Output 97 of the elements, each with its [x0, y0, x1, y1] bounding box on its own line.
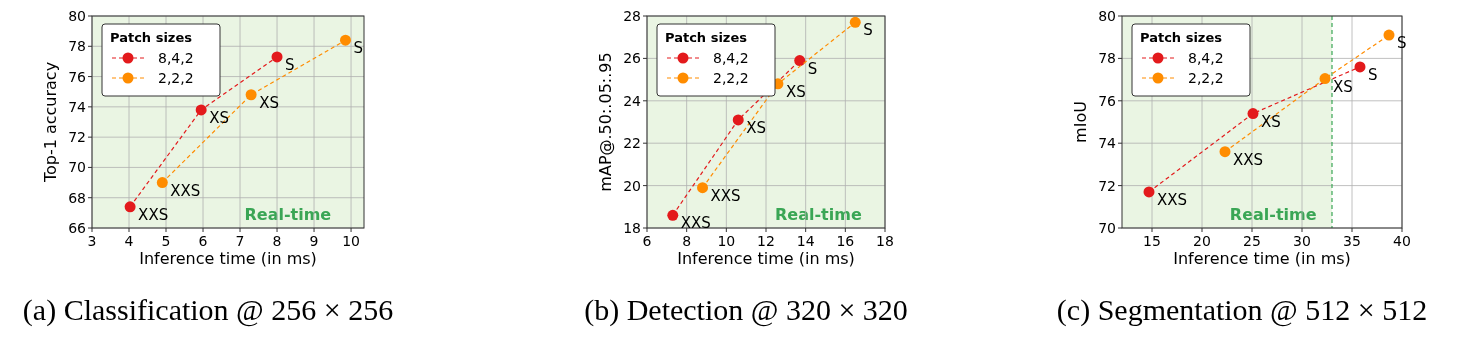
x-axis-title: Inference time (in ms) — [139, 249, 317, 268]
x-tick-label: 18 — [876, 233, 894, 249]
point — [849, 16, 861, 28]
annotation: XXS — [710, 186, 741, 205]
x-tick-label: 15 — [1143, 233, 1161, 249]
annotation: S — [1397, 34, 1407, 53]
y-tick-label: 24 — [623, 92, 642, 109]
point — [732, 114, 744, 126]
point — [340, 34, 351, 46]
annotation: S — [285, 55, 295, 74]
point — [1319, 73, 1331, 85]
y-tick-label: 76 — [1098, 92, 1117, 109]
x-tick-label: 3 — [87, 233, 97, 249]
legend-label: 8,4,2 — [713, 50, 749, 66]
y-tick-label: 20 — [623, 177, 641, 194]
annotation: XXS — [680, 214, 711, 233]
text: (b) Detection @ 320 × 320 — [584, 293, 908, 327]
y-tick-label: 78 — [1098, 50, 1116, 67]
x-tick-label: 6 — [642, 233, 652, 249]
x-tick-label: 8 — [272, 233, 282, 249]
annotation: XXS — [170, 181, 201, 200]
x-tick-label: 10 — [717, 233, 736, 249]
y-tick-label: 22 — [623, 135, 641, 152]
x-tick-label: 8 — [682, 233, 692, 249]
y-tick-label: 80 — [1098, 8, 1116, 24]
x-tick-label: 12 — [757, 233, 775, 249]
x-tick-label: 9 — [309, 233, 319, 249]
x-tick-label: 40 — [1393, 233, 1411, 249]
y-axis-title: Top-1 accuracy — [41, 61, 60, 184]
annotation: S — [807, 59, 818, 78]
y-tick-label: 68 — [68, 189, 86, 206]
y-tick-label: 80 — [68, 8, 86, 24]
y-tick-label: 74 — [1098, 135, 1117, 152]
legend-label: 8,4,2 — [1188, 50, 1224, 66]
annotation: XS — [785, 82, 806, 101]
y-tick-label: 26 — [623, 50, 642, 67]
point — [124, 201, 136, 213]
annotation: S — [353, 39, 364, 58]
y-axis-title: mAP@.50:.05:.95 — [596, 52, 615, 192]
legend-title: Patch sizes — [665, 30, 748, 45]
x-axis-title: Inference time (in ms) — [1173, 249, 1351, 268]
x-tick-label: 14 — [796, 233, 815, 249]
band-label: Real-time — [244, 205, 332, 224]
x-tick-label: 6 — [198, 233, 208, 249]
x-tick-label: 10 — [342, 233, 360, 249]
y-tick-label: 70 — [1098, 220, 1116, 236]
annotation: XS — [209, 108, 229, 127]
point — [697, 182, 709, 194]
x-axis-title: Inference time (in ms) — [677, 249, 855, 268]
annotation: XXS — [1233, 150, 1264, 169]
band-label: Real-time — [1229, 205, 1317, 224]
y-tick-label: 72 — [68, 129, 86, 146]
annotation: XS — [1261, 112, 1281, 131]
point — [1383, 29, 1395, 41]
legend-label: 2,2,2 — [713, 70, 749, 86]
legend-title: Patch sizes — [1140, 30, 1223, 45]
y-tick-label: 74 — [68, 98, 87, 115]
y-tick-label: 28 — [623, 8, 641, 24]
x-tick-label: 5 — [161, 233, 171, 249]
point — [195, 104, 207, 116]
text: (a) Classification @ 256 × 256 — [22, 293, 394, 327]
y-tick-label: 70 — [68, 159, 86, 176]
x-tick-label: 4 — [124, 233, 134, 249]
annotation: S — [1368, 65, 1378, 84]
y-tick-label: 66 — [68, 220, 87, 236]
y-tick-label: 78 — [68, 38, 86, 55]
annotation: XXS — [138, 205, 169, 224]
point — [156, 177, 168, 189]
annotation: XXS — [1157, 190, 1188, 209]
x-tick-label: 7 — [235, 233, 245, 249]
point — [245, 89, 257, 101]
legend-label: 8,4,2 — [158, 50, 194, 66]
x-tick-label: 35 — [1343, 233, 1361, 249]
point — [271, 51, 283, 63]
y-tick-label: 76 — [68, 68, 87, 85]
annotation: XS — [1333, 77, 1353, 96]
legend-label: 2,2,2 — [1188, 70, 1224, 86]
legend-title: Patch sizes — [110, 30, 193, 45]
point — [1354, 61, 1366, 73]
y-axis-title: mIoU — [1071, 101, 1090, 143]
legend-label: 2,2,2 — [158, 70, 194, 86]
point — [667, 209, 679, 221]
text: (c) Segmentation @ 512 × 512 — [1056, 293, 1428, 327]
annotation: XS — [746, 118, 767, 137]
x-tick-label: 20 — [1193, 233, 1211, 249]
point — [1143, 186, 1155, 198]
x-tick-label: 30 — [1293, 233, 1311, 249]
x-tick-label: 16 — [836, 233, 855, 249]
point — [1219, 146, 1231, 158]
point — [794, 55, 806, 67]
annotation: XS — [259, 93, 279, 112]
point — [1247, 108, 1259, 120]
x-tick-label: 25 — [1243, 233, 1261, 249]
y-tick-label: 18 — [623, 220, 641, 236]
band-label: Real-time — [774, 205, 862, 224]
y-tick-label: 72 — [1098, 177, 1116, 194]
annotation: S — [863, 21, 873, 40]
